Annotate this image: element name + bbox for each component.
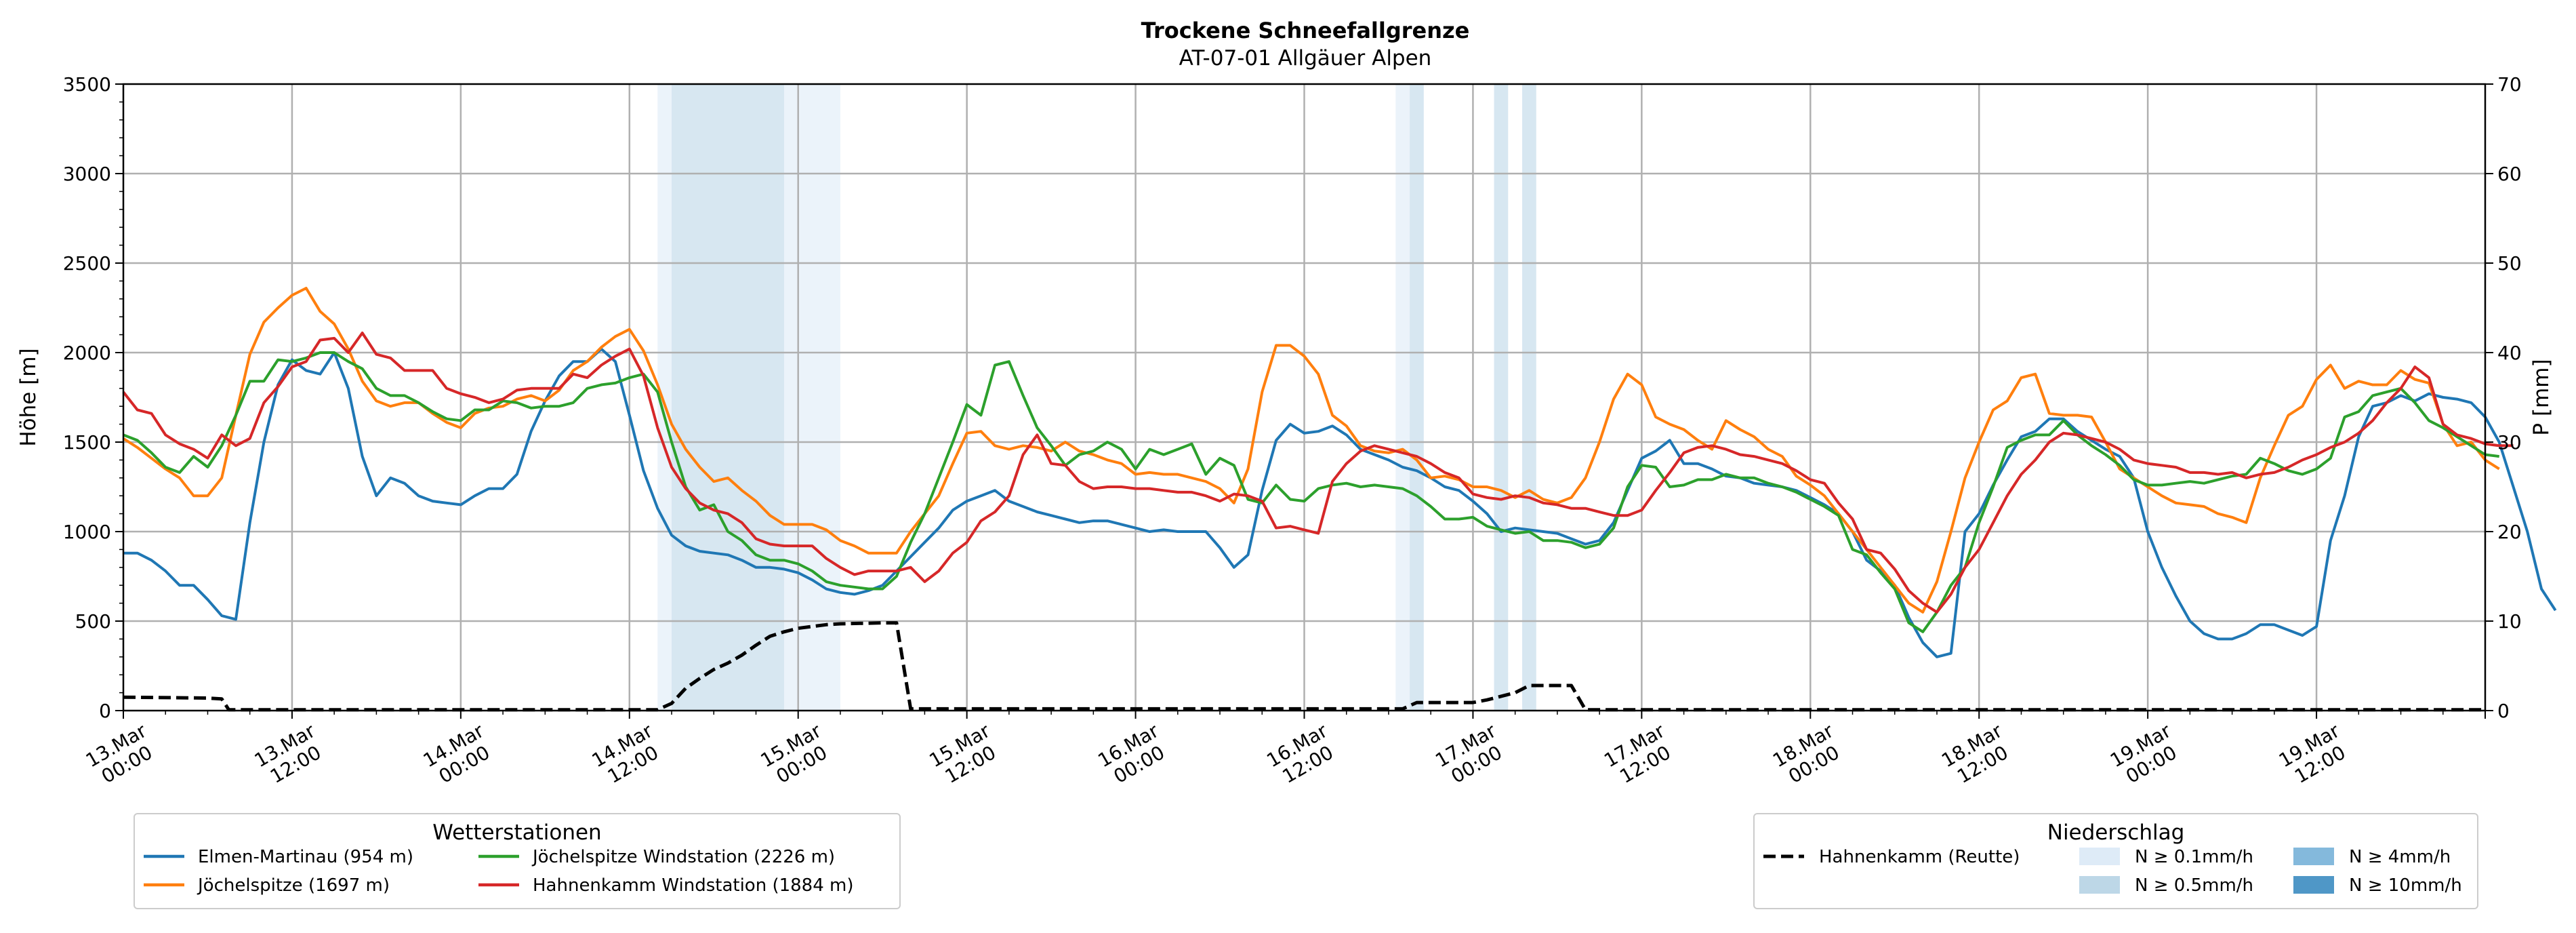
precipitation-bands: [657, 84, 1536, 711]
legend-label: Elmen-Martinau (954 m): [198, 847, 413, 867]
legend-swatch: [2079, 876, 2120, 894]
y2-tick-label: 70: [2497, 73, 2522, 96]
precip-band: [1494, 84, 1509, 711]
legend-label: Hahnenkamm (Reutte): [1819, 847, 2020, 867]
x-tick-label: 16.Mar12:00: [1263, 719, 1342, 791]
y2-tick-label: 60: [2497, 163, 2522, 185]
legend-label: Hahnenkamm Windstation (1884 m): [533, 875, 854, 896]
y2-tick-label: 0: [2497, 700, 2510, 722]
x-tick-label: 14.Mar12:00: [588, 719, 668, 791]
grid-lines: [123, 84, 2485, 711]
legend-label: N ≥ 4mm/h: [2349, 847, 2451, 867]
y-axis-label: Höhe [m]: [16, 348, 41, 446]
x-tick-label: 14.Mar00:00: [420, 719, 499, 791]
precip-band: [657, 84, 672, 711]
x-tick-label: 16.Mar00:00: [1094, 719, 1173, 791]
y-tick-label: 500: [75, 610, 111, 633]
y2-tick-label: 10: [2497, 610, 2522, 633]
y2-tick-label: 40: [2497, 342, 2522, 364]
y-tick-label: 1500: [63, 431, 111, 454]
x-tick-label: 13.Mar12:00: [251, 719, 330, 791]
precip-band: [1410, 84, 1424, 711]
series-line: [123, 347, 2557, 658]
y-tick-label: 1000: [63, 521, 111, 543]
x-tick-label: 17.Mar00:00: [1431, 719, 1511, 791]
x-tick-label: 17.Mar12:00: [1600, 719, 1679, 791]
x-tick-label: 19.Mar00:00: [2106, 719, 2186, 791]
precip-band: [783, 84, 840, 711]
series-line: [122, 332, 2514, 614]
legend-swatch: [2293, 848, 2334, 865]
chart-subtitle: AT-07-01 Allgäuer Alpen: [1179, 46, 1432, 71]
legend-stations-frame: [134, 813, 901, 909]
legend-label: N ≥ 10mm/h: [2349, 875, 2462, 896]
legend-label: N ≥ 0.1mm/h: [2135, 847, 2253, 867]
legend-label: Jöchelspitze Windstation (2226 m): [531, 847, 835, 867]
legend-swatch: [2079, 848, 2120, 865]
y-tick-label: 3000: [63, 163, 111, 185]
legend-label: Jöchelspitze (1697 m): [197, 875, 390, 896]
series-line: [123, 621, 2485, 712]
precip-band: [1395, 84, 1410, 711]
legend-label: N ≥ 0.5mm/h: [2135, 875, 2253, 896]
x-tick-label: 15.Mar00:00: [757, 719, 836, 791]
y-tick-label: 3500: [63, 73, 111, 96]
legend-swatch: [2293, 876, 2334, 894]
series-lines: [122, 287, 2557, 712]
x-tick-label: 19.Mar12:00: [2275, 719, 2354, 791]
y2-tick-label: 30: [2497, 431, 2522, 454]
legend-stations: Wetterstationen Elmen-Martinau (954 m) Jö…: [134, 813, 901, 909]
x-tick-label: 18.Mar00:00: [1769, 719, 1848, 791]
legend-precipitation-title: Niederschlag: [2047, 820, 2185, 845]
legend-stations-title: Wetterstationen: [432, 820, 601, 845]
chart-title: Trockene Schneefallgrenze: [1141, 18, 1470, 43]
y-tick-label: 2000: [63, 342, 111, 364]
precip-band: [1522, 84, 1536, 711]
series-line: [123, 351, 2499, 633]
y2-tick-label: 50: [2497, 252, 2522, 275]
x-tick-label: 13.Mar00:00: [82, 719, 161, 791]
x-tick-label: 18.Mar12:00: [1938, 719, 2017, 791]
y2-tick-label: 20: [2497, 521, 2522, 543]
y-tick-label: 0: [99, 700, 111, 722]
y2-axis-label: P [mm]: [2529, 359, 2554, 435]
axis-ticks: 0 500 1000 1500 2000 2500 3000 3500 0 10 20 30 40 50 6…: [63, 73, 2522, 791]
legend-precipitation: Niederschlag Hahnenkamm (Reutte) N ≥ 0.1m…: [1753, 813, 2478, 909]
y-tick-label: 2500: [63, 252, 111, 275]
precip-band: [672, 84, 784, 711]
series-line: [122, 287, 2500, 614]
x-tick-label: 15.Mar12:00: [925, 719, 1004, 791]
